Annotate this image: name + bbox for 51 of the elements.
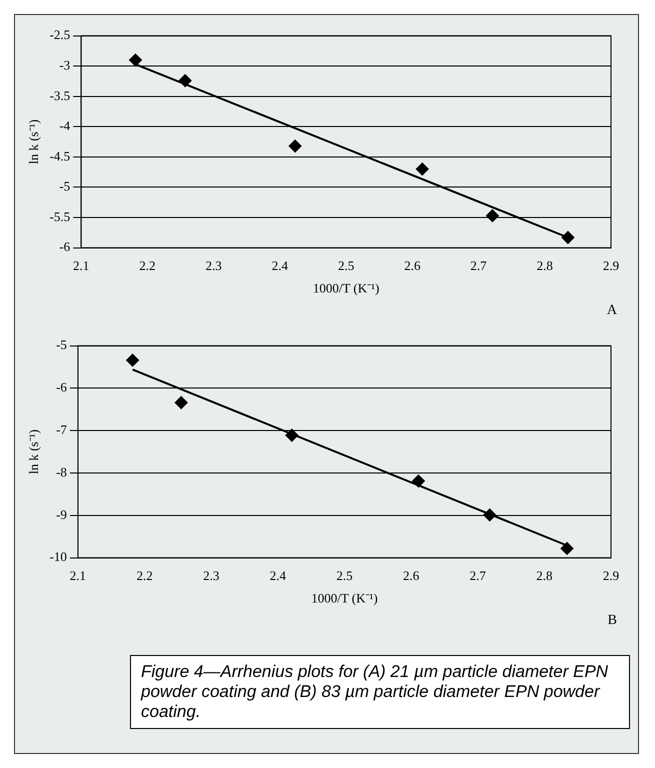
x-tick-label: 2.2 — [136, 568, 153, 584]
point — [285, 428, 298, 442]
y-tick-label: -5 — [59, 178, 70, 194]
y-tick-label: -9 — [56, 506, 67, 522]
x-axis-title: 1000/T (K⁻¹) — [312, 280, 380, 296]
point — [126, 354, 140, 367]
caption: Figure 4—Arrhenius plots for (A) 21 µm particle diameter EPN powder coating and (B) 83 µm particle diameter EPN powder coating. — [130, 655, 630, 729]
text: A — [606, 303, 617, 319]
y-tick-label: -3.5 — [50, 88, 70, 103]
x-tick-label: 2.4 — [272, 258, 288, 274]
y-tick-label: -10 — [50, 549, 67, 564]
point — [561, 231, 574, 244]
y-axis-title: ln k (s⁻¹) — [26, 429, 42, 474]
y-tick-label: -5.5 — [50, 208, 70, 224]
x-tick-label: 2.7 — [470, 258, 488, 274]
x-axis-title: 1000/T (K⁻¹) — [311, 590, 378, 606]
point — [560, 542, 574, 555]
x-tick-label: 2.4 — [270, 568, 286, 584]
y-axis-title: ln k (s⁻¹) — [26, 119, 42, 164]
y-tick-label: -6 — [59, 239, 71, 254]
point — [412, 474, 425, 488]
x-tick-label: 2.8 — [536, 568, 552, 584]
y-tick-label: -7 — [56, 422, 68, 438]
x-tick-label: 2.6 — [404, 258, 421, 274]
y-tick-label: -6 — [56, 380, 68, 395]
y-tick-label: -8 — [56, 464, 67, 480]
y-tick-label: -3 — [59, 58, 70, 73]
x-tick-label: 2.5 — [338, 258, 354, 274]
y-tick-label: -5 — [56, 337, 67, 352]
x-tick-label: 2.5 — [336, 568, 353, 584]
x-tick-label: 2.6 — [402, 568, 420, 584]
point — [486, 209, 499, 222]
y-tick-label: -4 — [59, 118, 71, 134]
point — [174, 396, 188, 410]
x-tick-label: 2.3 — [206, 258, 222, 274]
point — [178, 74, 192, 88]
point — [483, 508, 496, 522]
x-tick-label: 2.1 — [73, 258, 90, 274]
x-tick-label: 2.9 — [602, 258, 620, 274]
y-tick-label: -4.5 — [50, 148, 70, 164]
point — [288, 140, 302, 153]
point — [416, 162, 429, 176]
x-tick-label: 2.3 — [203, 568, 220, 584]
x-tick-label: 2.9 — [602, 568, 620, 584]
x-tick-label: 2.7 — [470, 568, 486, 584]
point — [128, 54, 142, 67]
x-tick-label: 2.2 — [139, 258, 156, 274]
x-tick-label: 2.8 — [536, 258, 553, 274]
y-tick-label: -2.5 — [50, 27, 70, 42]
text: B — [608, 613, 617, 629]
x-tick-label: 2.1 — [70, 568, 86, 584]
